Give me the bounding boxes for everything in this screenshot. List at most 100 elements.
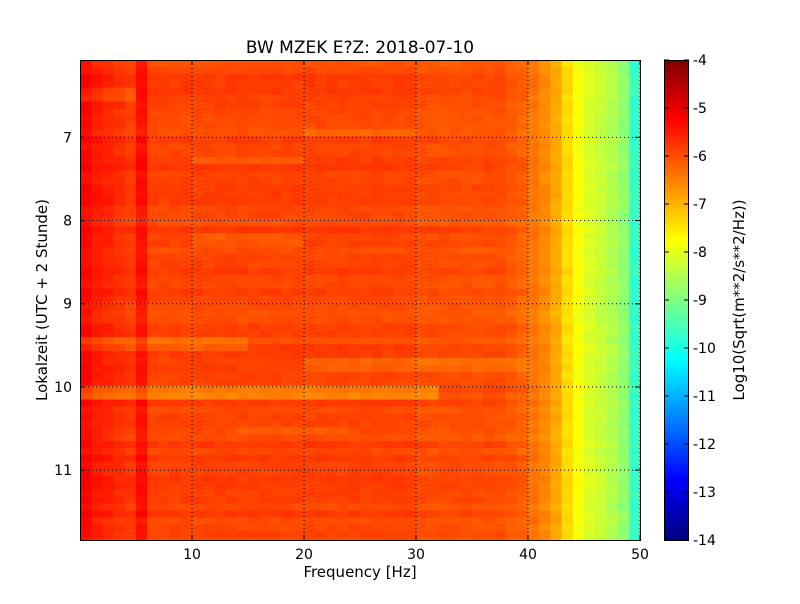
heatmap-cell bbox=[348, 392, 361, 400]
heatmap-cell bbox=[449, 323, 462, 331]
heatmap-cell bbox=[203, 399, 215, 407]
heatmap-cell bbox=[214, 330, 226, 338]
heatmap-cell bbox=[628, 281, 641, 290]
heatmap-cell bbox=[80, 420, 92, 428]
heatmap-cell bbox=[360, 60, 372, 68]
heatmap-cell bbox=[180, 496, 193, 504]
heatmap-cell bbox=[304, 177, 316, 186]
heatmap-cell bbox=[192, 177, 204, 186]
heatmap-cell bbox=[337, 101, 350, 109]
heatmap-cell bbox=[192, 302, 204, 310]
colorbar-segment bbox=[664, 268, 689, 273]
heatmap-cell bbox=[113, 122, 126, 130]
heatmap-cell bbox=[528, 212, 540, 220]
heatmap-cell bbox=[528, 150, 540, 158]
heatmap-cell bbox=[147, 468, 159, 477]
heatmap-cell bbox=[438, 288, 450, 297]
heatmap-cell bbox=[438, 441, 450, 449]
heatmap-cell bbox=[192, 461, 204, 470]
heatmap-cell bbox=[393, 489, 406, 497]
heatmap-cell bbox=[326, 205, 338, 213]
heatmap-cell bbox=[393, 309, 406, 317]
heatmap-cell bbox=[628, 531, 641, 539]
heatmap-cell bbox=[393, 461, 406, 470]
heatmap-cell bbox=[158, 441, 170, 449]
heatmap-cell bbox=[80, 344, 92, 352]
heatmap-cell bbox=[136, 66, 148, 75]
heatmap-cell bbox=[427, 66, 439, 75]
heatmap-cell bbox=[416, 524, 428, 532]
heatmap-cell bbox=[561, 448, 574, 456]
heatmap-cell bbox=[259, 420, 271, 428]
heatmap-cell bbox=[192, 316, 204, 324]
heatmap-cell bbox=[360, 101, 372, 109]
heatmap-cell bbox=[203, 427, 215, 435]
heatmap-cell bbox=[102, 247, 114, 255]
heatmap-cell bbox=[91, 108, 103, 116]
heatmap-cell bbox=[606, 517, 618, 525]
heatmap-cell bbox=[584, 212, 596, 220]
heatmap-cell bbox=[360, 267, 372, 276]
heatmap-cell bbox=[472, 129, 484, 137]
heatmap-cell bbox=[225, 240, 238, 248]
heatmap-cell bbox=[91, 87, 103, 96]
heatmap-cell bbox=[550, 136, 562, 144]
heatmap-cell bbox=[438, 191, 450, 199]
heatmap-cell bbox=[248, 73, 260, 82]
heatmap-cell bbox=[595, 157, 607, 165]
heatmap-cell bbox=[472, 385, 484, 394]
heatmap-cell bbox=[617, 170, 630, 179]
heatmap-cell bbox=[169, 427, 182, 435]
colorbar-segment bbox=[664, 264, 689, 269]
heatmap-cell bbox=[225, 94, 238, 102]
heatmap-cell bbox=[628, 101, 641, 109]
heatmap-cell bbox=[449, 378, 462, 387]
heatmap-cell bbox=[595, 399, 607, 407]
heatmap-cell bbox=[236, 524, 249, 532]
heatmap-cell bbox=[248, 226, 260, 234]
heatmap-cell bbox=[225, 73, 238, 82]
heatmap-cell bbox=[572, 60, 585, 68]
heatmap-cell bbox=[158, 184, 170, 193]
heatmap-cell bbox=[572, 205, 585, 213]
heatmap-cell bbox=[348, 219, 361, 227]
heatmap-cell bbox=[169, 101, 182, 109]
heatmap-cell bbox=[348, 254, 361, 262]
heatmap-cell bbox=[404, 177, 417, 186]
heatmap-cell bbox=[113, 468, 126, 477]
heatmap-cell bbox=[584, 503, 596, 511]
heatmap-cell bbox=[292, 344, 305, 352]
heatmap-cell bbox=[281, 260, 294, 269]
heatmap-cell bbox=[248, 94, 260, 102]
heatmap-cell bbox=[617, 441, 630, 449]
heatmap-cell bbox=[136, 489, 148, 497]
heatmap-cell bbox=[494, 122, 506, 130]
heatmap-cell bbox=[337, 357, 350, 366]
heatmap-cell bbox=[460, 101, 473, 109]
heatmap-cell bbox=[505, 392, 518, 400]
heatmap-cell bbox=[80, 399, 92, 407]
heatmap-cell bbox=[281, 184, 294, 193]
heatmap-cell bbox=[516, 496, 529, 504]
heatmap-cell bbox=[360, 420, 372, 428]
heatmap-cell bbox=[404, 496, 417, 504]
heatmap-cell bbox=[270, 454, 282, 463]
heatmap-cell bbox=[91, 357, 103, 366]
heatmap-cell bbox=[348, 198, 361, 206]
heatmap-cell bbox=[248, 454, 260, 463]
heatmap-cell bbox=[617, 524, 630, 532]
colorbar-segment bbox=[664, 476, 689, 481]
colorbar-segment bbox=[664, 512, 689, 517]
heatmap-cell bbox=[292, 427, 305, 435]
heatmap-cell bbox=[180, 198, 193, 206]
heatmap-cell bbox=[337, 448, 350, 456]
heatmap-cell bbox=[348, 448, 361, 456]
heatmap-cell bbox=[528, 281, 540, 290]
heatmap-cell bbox=[203, 413, 215, 421]
heatmap-cell bbox=[416, 80, 428, 89]
heatmap-cell bbox=[416, 115, 428, 123]
heatmap-cell bbox=[136, 468, 148, 477]
heatmap-cell bbox=[460, 274, 473, 283]
heatmap-cell bbox=[292, 330, 305, 338]
heatmap-cell bbox=[550, 302, 562, 310]
